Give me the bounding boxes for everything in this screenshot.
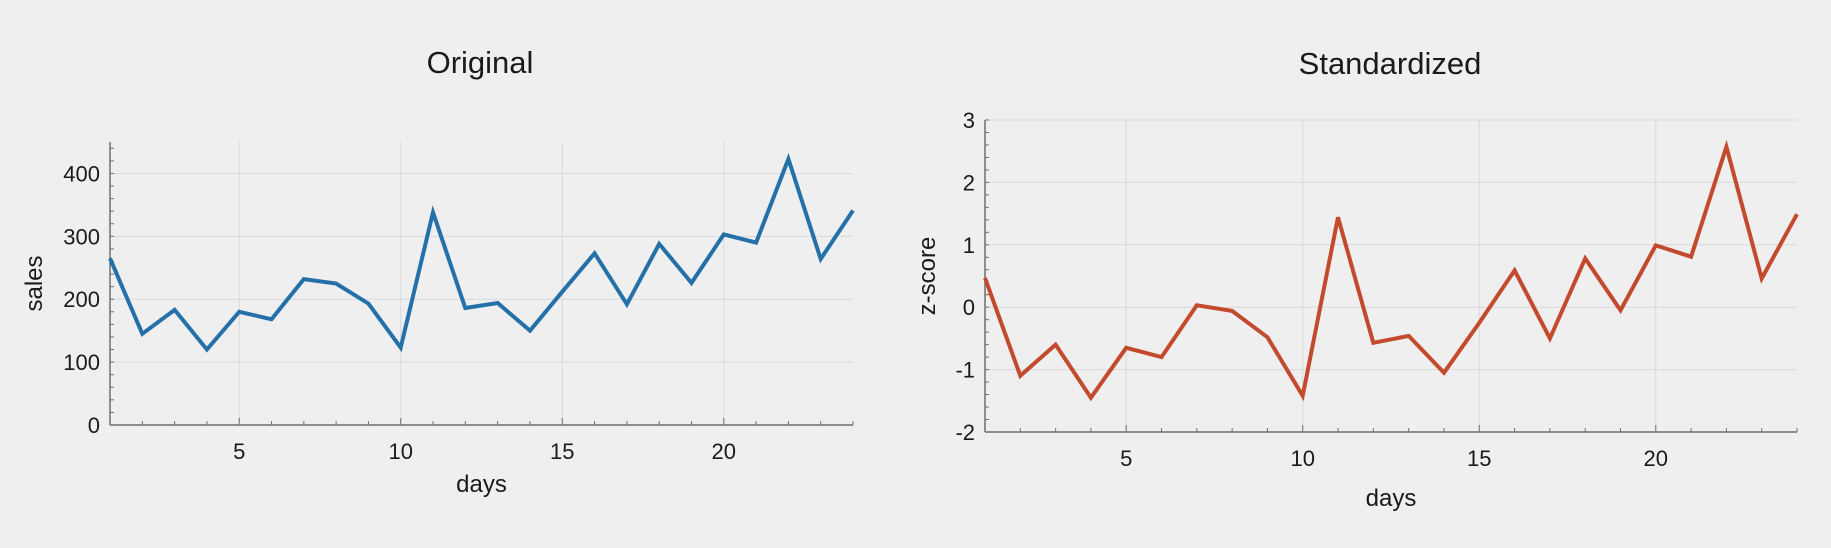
x-tick-label: 5: [1120, 446, 1132, 471]
chart-title: Standardized: [1299, 46, 1482, 81]
y-tick-label: 200: [63, 287, 100, 312]
chart-2: 5 10 15 20 -2 -1 0 1 2 3 Standardized days z-score: [914, 46, 1799, 512]
series-line: [108, 153, 855, 353]
y-axis-label: sales: [21, 255, 48, 311]
y-tick-label: 2: [963, 170, 975, 195]
y-tick-label: 0: [963, 295, 975, 320]
y-tick-label: 100: [63, 350, 100, 375]
x-tick-label: 5: [233, 439, 245, 464]
series-line: [983, 139, 1799, 402]
x-tick-label: 15: [1467, 446, 1491, 471]
y-tick-label: 1: [963, 233, 975, 258]
y-tick-label: -1: [955, 358, 975, 383]
y-tick-label: 300: [63, 224, 100, 249]
y-tick-label: 3: [963, 108, 975, 133]
x-tick-label: 20: [1644, 446, 1668, 471]
y-tick-label: 400: [63, 161, 100, 186]
x-tick-label: 15: [550, 439, 574, 464]
x-tick-label: 10: [388, 439, 412, 464]
y-tick-label: -2: [955, 420, 975, 445]
x-axis-label: days: [1366, 485, 1417, 512]
y-axis-label: z-score: [914, 237, 941, 316]
x-axis-label: days: [456, 471, 507, 498]
x-tick-label: 20: [712, 439, 736, 464]
chart-title: Original: [427, 45, 534, 80]
y-tick-label: 0: [88, 413, 100, 438]
x-tick-label: 10: [1290, 446, 1314, 471]
